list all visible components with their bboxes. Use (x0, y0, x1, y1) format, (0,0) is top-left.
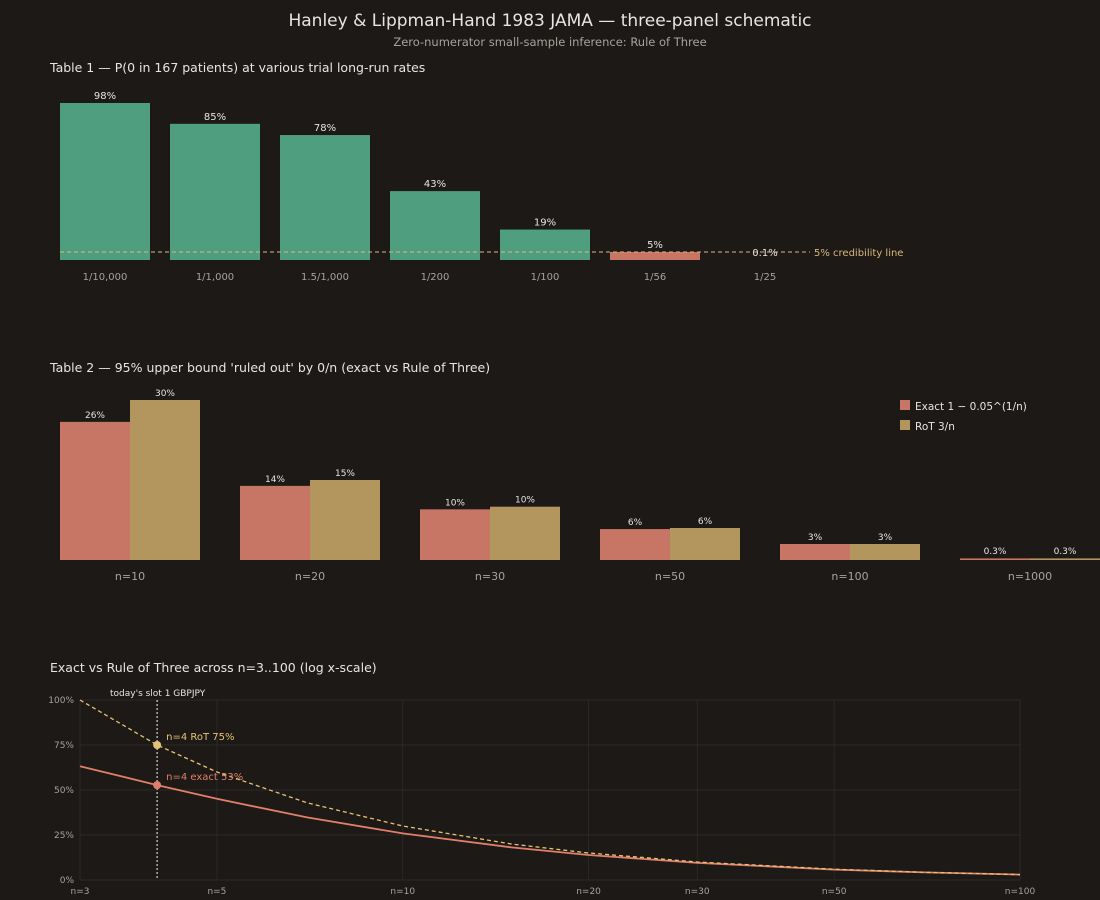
panel-3-title: Exact vs Rule of Three across n=3..100 (… (50, 660, 377, 675)
x-tick-label-3: 1/200 (421, 272, 450, 283)
x-tick-label-2: n=30 (475, 570, 505, 583)
bar-rot-4 (850, 544, 920, 560)
y-tick-label-1: 25% (54, 831, 74, 841)
x-tick-label-0: 1/10,000 (83, 272, 128, 283)
x-tick-label-2: n=10 (390, 887, 415, 897)
bar-rot-5 (1030, 558, 1100, 560)
bar-rot-0 (130, 400, 200, 560)
x-tick-label-0: n=3 (71, 887, 90, 897)
legend-swatch-rot (900, 420, 910, 430)
x-tick-label-5: 1/56 (644, 272, 666, 283)
main-title: Hanley & Lippman-Hand 1983 JAMA — three-… (288, 11, 811, 31)
bar-rot-1 (310, 480, 380, 560)
bar-rot-2 (490, 506, 560, 560)
annotation-point-exact (153, 781, 162, 790)
x-tick-label-5: n=1000 (1008, 570, 1052, 583)
bar-value-label-rot-2: 10% (515, 496, 535, 506)
bar-2 (280, 135, 370, 260)
y-tick-label-0: 0% (60, 876, 75, 886)
bar-value-label-0: 98% (94, 91, 116, 102)
legend-label-rot: RoT 3/n (915, 421, 955, 433)
bar-value-label-3: 43% (424, 179, 446, 190)
bar-exact-0 (60, 421, 130, 560)
annotation-point-rot (153, 741, 162, 749)
bar-value-label-exact-3: 6% (628, 518, 643, 528)
bar-exact-5 (960, 558, 1030, 560)
x-tick-label-0: n=10 (115, 570, 145, 583)
x-tick-label-1: n=5 (207, 887, 226, 897)
reference-line-label: 5% credibility line (814, 248, 903, 259)
annotation-label-rot: n=4 RoT 75% (166, 732, 234, 743)
x-tick-label-4: 1/100 (531, 272, 560, 283)
bar-exact-4 (780, 544, 850, 560)
main-subtitle: Zero-numerator small-sample inference: R… (393, 35, 706, 49)
panel-3-line-chart: Exact vs Rule of Three across n=3..100 (… (48, 660, 1035, 897)
x-tick-label-3: n=20 (576, 887, 601, 897)
bar-value-label-6: 0.1% (752, 248, 777, 259)
bar-value-label-exact-4: 3% (808, 533, 823, 543)
legend-swatch-exact (900, 400, 910, 410)
bar-value-label-exact-5: 0.3% (984, 547, 1007, 557)
y-tick-label-3: 75% (54, 741, 74, 751)
bar-value-label-rot-4: 3% (878, 533, 893, 543)
panel-2-table2: Table 2 — 95% upper bound 'ruled out' by… (49, 360, 1100, 583)
bar-value-label-5: 5% (647, 240, 663, 251)
bar-exact-3 (600, 529, 670, 560)
bar-value-label-exact-2: 10% (445, 498, 465, 508)
x-tick-label-4: n=100 (831, 570, 868, 583)
series-line-rot (79, 699, 1021, 876)
bar-value-label-exact-0: 26% (85, 411, 105, 421)
bar-value-label-2: 78% (314, 123, 336, 134)
x-tick-label-2: 1.5/1,000 (301, 272, 349, 283)
x-tick-label-3: n=50 (655, 570, 685, 583)
bar-value-label-exact-1: 14% (265, 475, 285, 485)
grid-lines (79, 699, 1021, 881)
legend: Exact 1 − 0.05^(1/n) RoT 3/n (900, 400, 1027, 433)
bar-value-label-rot-5: 0.3% (1054, 547, 1077, 557)
bar-exact-2 (420, 509, 490, 560)
x-tick-label-1: n=20 (295, 570, 325, 583)
panel-1-table1: Table 1 — P(0 in 167 patients) at variou… (49, 60, 903, 283)
today-marker-label: today's slot 1 GBPJPY (110, 689, 206, 699)
panel-1-title: Table 1 — P(0 in 167 patients) at variou… (49, 60, 425, 75)
y-tick-label-2: 50% (54, 786, 74, 796)
y-tick-label-4: 100% (48, 696, 74, 706)
bar-value-label-1: 85% (204, 112, 226, 123)
bar-rot-3 (670, 528, 740, 560)
x-tick-label-6: 1/25 (754, 272, 776, 283)
annotation-label-exact: n=4 exact 53% (166, 772, 243, 783)
bar-3 (390, 191, 480, 260)
x-tick-label-6: n=100 (1005, 887, 1036, 897)
bar-value-label-rot-3: 6% (698, 517, 713, 527)
x-tick-label-4: n=30 (685, 887, 710, 897)
bar-1 (170, 123, 260, 260)
bar-5 (610, 251, 700, 260)
bar-4 (500, 229, 590, 260)
legend-label-exact: Exact 1 − 0.05^(1/n) (915, 401, 1027, 413)
bar-0 (60, 103, 150, 260)
bar-value-label-rot-1: 15% (335, 469, 355, 479)
x-tick-label-5: n=50 (822, 887, 847, 897)
bar-value-label-rot-0: 30% (155, 389, 175, 399)
bar-value-label-4: 19% (534, 218, 556, 229)
panel-2-title: Table 2 — 95% upper bound 'ruled out' by… (49, 360, 490, 375)
x-tick-label-1: 1/1,000 (196, 272, 234, 283)
bar-exact-1 (240, 485, 310, 560)
